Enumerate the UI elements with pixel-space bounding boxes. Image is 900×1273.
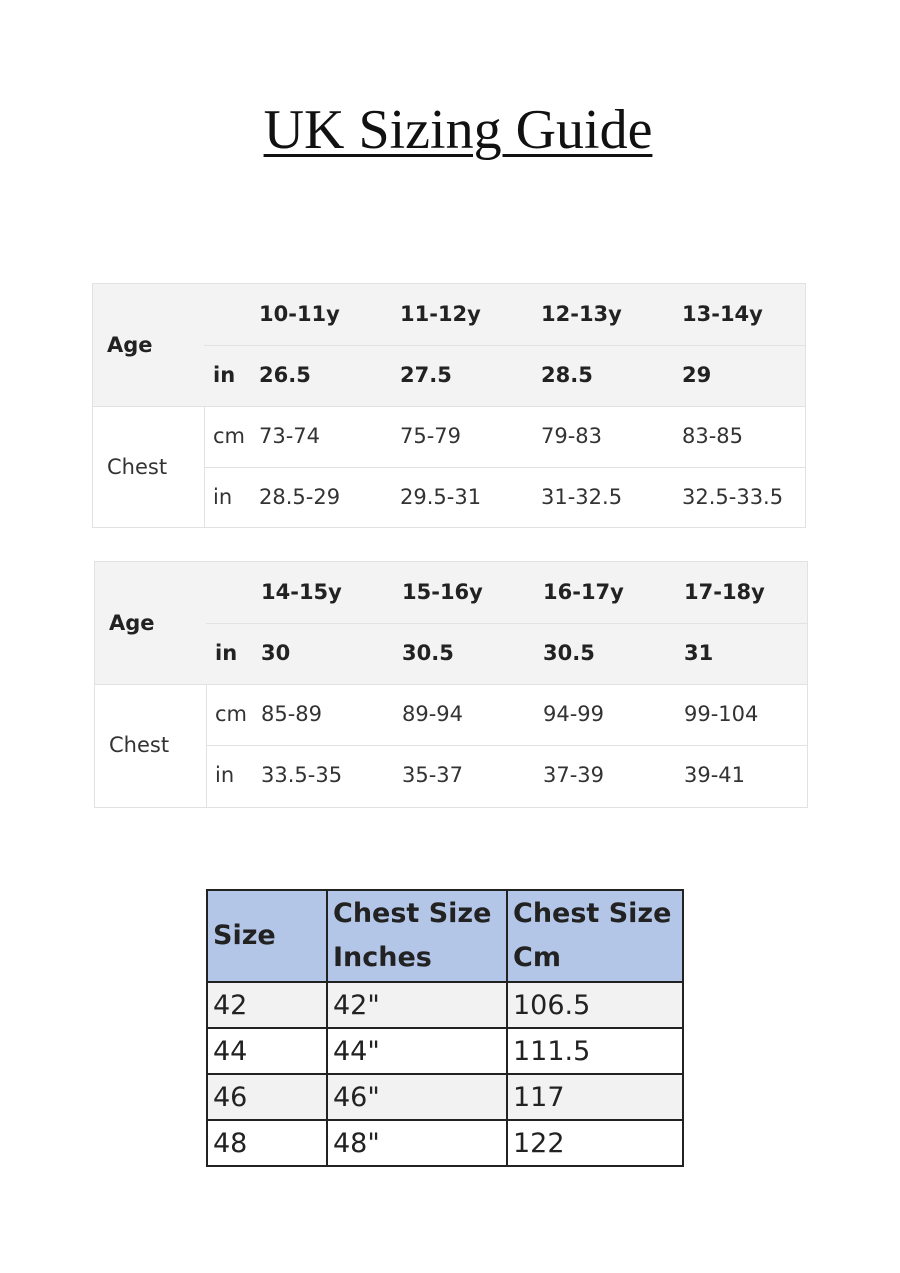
table-cell: 89-94	[402, 702, 464, 726]
table-cell: 48	[206, 1119, 328, 1167]
table-cell: 83-85	[682, 424, 744, 448]
table-cell: 94-99	[543, 702, 605, 726]
table-row: 44 44" 111.5	[206, 1027, 684, 1075]
table-cell: 106.5	[506, 981, 684, 1029]
divider	[95, 684, 807, 685]
table-cell: 79-83	[541, 424, 603, 448]
table-cell: 27.5	[400, 363, 452, 387]
table-cell: 48"	[326, 1119, 508, 1167]
page-title: UK Sizing Guide	[263, 99, 653, 161]
adult-size-table: Size Chest Size Inches Chest Size Cm 42 42" 1…	[206, 889, 684, 1167]
table-cell: 117	[506, 1073, 684, 1121]
table-cell: 42	[206, 981, 328, 1029]
age-label: Age	[107, 333, 153, 357]
age-size-table-1: 10-11y 11-12y 12-13y 13-14y in 26.5 27.5 28.5 29…	[92, 283, 806, 528]
table-cell: 122	[506, 1119, 684, 1167]
age-label: Age	[109, 611, 155, 635]
chest-cm-row: cm 85-89 89-94 94-99 99-104	[95, 684, 807, 745]
divider	[204, 345, 805, 346]
table-cell: 32.5-33.5	[682, 485, 784, 509]
table-cell: 75-79	[400, 424, 462, 448]
age-inches-row: in 30 30.5 30.5 31	[95, 623, 807, 684]
table-cell: 28.5	[541, 363, 593, 387]
divider	[206, 745, 807, 746]
table-cell: 33.5-35	[261, 763, 343, 787]
table-cell: 37-39	[543, 763, 605, 787]
age-inches-row: in 26.5 27.5 28.5 29	[93, 345, 805, 406]
unit-label: in	[213, 485, 233, 509]
table-cell: 29.5-31	[400, 485, 482, 509]
divider	[206, 684, 207, 807]
divider	[204, 406, 205, 527]
table-cell: 30.5	[402, 641, 454, 665]
unit-label: cm	[215, 702, 248, 726]
table-cell: 99-104	[684, 702, 759, 726]
header-row: Size Chest Size Inches Chest Size Cm	[206, 889, 684, 983]
table-cell: 44	[206, 1027, 328, 1075]
chest-inches-row: in 33.5-35 35-37 37-39 39-41	[95, 745, 807, 806]
chest-cm-row: cm 73-74 75-79 79-83 83-85	[93, 406, 805, 467]
table-cell: 73-74	[259, 424, 321, 448]
table-cell: 13-14y	[682, 302, 763, 326]
table-cell: 12-13y	[541, 302, 622, 326]
table-cell: 35-37	[402, 763, 464, 787]
chest-label: Chest	[107, 455, 168, 479]
age-row: 14-15y 15-16y 16-17y 17-18y	[95, 562, 807, 623]
divider	[204, 467, 805, 468]
table-cell: 39-41	[684, 763, 746, 787]
unit-label: in	[215, 641, 238, 665]
table-cell: 31	[684, 641, 714, 665]
table-row: 48 48" 122	[206, 1119, 684, 1167]
table-cell: 111.5	[506, 1027, 684, 1075]
age-row: 10-11y 11-12y 12-13y 13-14y	[93, 284, 805, 345]
unit-label: in	[215, 763, 235, 787]
column-header: Size	[206, 889, 328, 983]
table-cell: 28.5-29	[259, 485, 341, 509]
table-cell: 14-15y	[261, 580, 342, 604]
table-cell: 85-89	[261, 702, 323, 726]
divider	[206, 623, 807, 624]
table-cell: 26.5	[259, 363, 311, 387]
table-cell: 10-11y	[259, 302, 340, 326]
age-size-table-2: 14-15y 15-16y 16-17y 17-18y in 30 30.5 30.5 31 cm…	[94, 561, 808, 808]
table-cell: 15-16y	[402, 580, 483, 604]
table-cell: 29	[682, 363, 712, 387]
table-cell: 30.5	[543, 641, 595, 665]
divider	[93, 406, 805, 407]
chest-label: Chest	[109, 733, 170, 757]
column-header: Chest Size Cm	[506, 889, 684, 983]
table-cell: 11-12y	[400, 302, 481, 326]
table-cell: 17-18y	[684, 580, 765, 604]
table-cell: 46"	[326, 1073, 508, 1121]
table-cell: 31-32.5	[541, 485, 623, 509]
unit-label: cm	[213, 424, 246, 448]
table-cell: 16-17y	[543, 580, 624, 604]
table-cell: 30	[261, 641, 291, 665]
table-row: 42 42" 106.5	[206, 981, 684, 1029]
table-cell: 42"	[326, 981, 508, 1029]
table-row: 46 46" 117	[206, 1073, 684, 1121]
table-cell: 44"	[326, 1027, 508, 1075]
table-cell: 46	[206, 1073, 328, 1121]
chest-inches-row: in 28.5-29 29.5-31 31-32.5 32.5-33.5	[93, 467, 805, 528]
column-header: Chest Size Inches	[326, 889, 508, 983]
unit-label: in	[213, 363, 236, 387]
